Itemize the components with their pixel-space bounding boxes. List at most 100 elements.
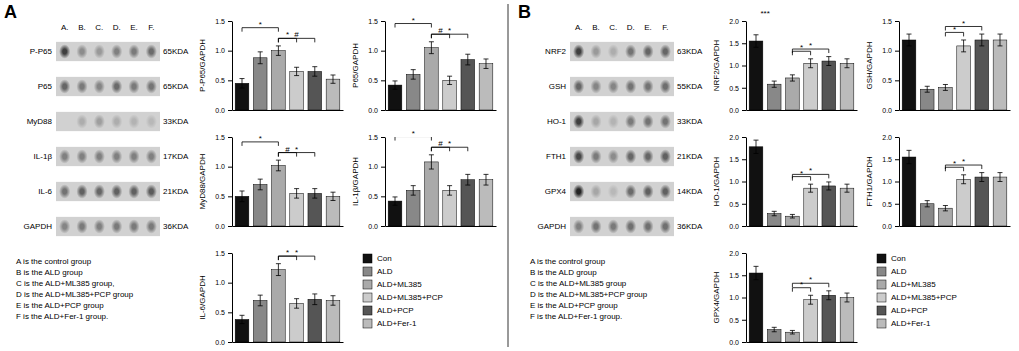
error-bar — [772, 327, 777, 331]
x-axis-line — [386, 226, 497, 227]
protein-label: MyD88 — [27, 117, 53, 126]
legend-swatch — [877, 267, 886, 276]
y-axis: 0.00.51.01.52.0 — [729, 18, 746, 114]
error-bar — [979, 173, 984, 182]
legend-swatch — [363, 254, 372, 263]
x-axis — [900, 110, 1011, 111]
y-tick: 0.5 — [729, 84, 746, 91]
legend-swatch — [877, 306, 886, 315]
bar — [253, 184, 267, 226]
legend-item: ALD+ML385 — [363, 280, 422, 289]
bar — [290, 71, 304, 110]
y-tick: 1.5 — [729, 272, 746, 279]
y-tick-mark — [381, 167, 385, 168]
blot-band — [146, 149, 157, 163]
bar — [461, 180, 475, 226]
protein-label: GAPDH — [24, 222, 53, 231]
bar — [840, 298, 854, 343]
bar — [406, 74, 420, 110]
legend-label: ALD+PCP — [377, 306, 414, 315]
x-axis-line — [233, 110, 344, 111]
y-tick-mark — [228, 283, 232, 284]
y-tick: 0.5 — [215, 77, 232, 84]
y-tick: 0.5 — [215, 309, 232, 316]
y-tick-mark — [381, 80, 385, 81]
y-tick: 1.5 — [215, 134, 232, 141]
bar-chart: *#*0.00.51.01.5IL-1β/GAPDH — [351, 129, 497, 230]
y-tick: 1.0 — [215, 163, 232, 170]
kda-label: 65KDA — [163, 82, 189, 91]
caption-line: F is the ALD+Fer-1 group. — [530, 312, 622, 321]
bar — [993, 177, 1007, 226]
kda-label: 21KDA — [163, 187, 189, 196]
y-tick: 1.0 — [215, 47, 232, 54]
y-tick-mark — [742, 110, 746, 111]
y-tick-label: 1.0 — [215, 163, 225, 170]
x-axis — [233, 110, 344, 111]
protein-label: GSH — [549, 82, 567, 91]
blot-band — [94, 44, 105, 58]
y-tick-mark — [895, 110, 899, 111]
kda-label: 65KDA — [163, 47, 189, 56]
bar — [749, 147, 763, 226]
blot-band — [111, 44, 122, 58]
blot-band — [590, 114, 601, 128]
blot-band — [625, 114, 636, 128]
x-axis — [233, 226, 344, 227]
bar — [957, 46, 971, 110]
caption-line: A is the control group — [530, 257, 606, 266]
blot-band — [76, 184, 87, 198]
panel-title: A — [4, 2, 17, 22]
y-tick-label: 1.5 — [215, 134, 225, 141]
caption-line: C is the ALD+ML385 group — [530, 279, 627, 288]
error-bar — [808, 59, 813, 68]
blot-band — [146, 79, 157, 93]
y-tick: 1.0 — [729, 178, 746, 185]
y-tick: 1.5 — [729, 156, 746, 163]
y-tick-mark — [895, 182, 899, 183]
error-bar — [943, 206, 948, 211]
x-axis — [233, 342, 344, 343]
lane-label: E. — [130, 23, 138, 32]
error-bar — [411, 186, 416, 195]
y-axis-title: MyD88/GAPDH — [198, 153, 207, 209]
kda-label: 36KDA — [677, 222, 703, 231]
y-tick-mark — [228, 312, 232, 313]
plot-area — [902, 26, 1007, 110]
y-tick-label: 0.0 — [368, 223, 378, 230]
y-axis-title: IL-6/GAPDH — [198, 275, 207, 320]
blot-band — [111, 114, 122, 128]
y-axis-title: GPX4/GAPDH — [712, 271, 721, 323]
sig-label: * — [412, 129, 415, 138]
blot-band — [590, 79, 601, 93]
error-bar — [294, 67, 299, 75]
bar-chart: **#0.00.51.01.5P-P65/GAPDH — [198, 18, 344, 114]
error-bar — [276, 46, 281, 55]
error-bar — [393, 81, 398, 89]
blot-band — [128, 114, 139, 128]
bar-chart: *****0.00.51.01.52.0NRF2/GAPDH — [712, 9, 858, 114]
y-tick-label: 2.0 — [729, 250, 739, 257]
y-tick-mark — [381, 110, 385, 111]
bar — [253, 300, 267, 342]
error-bar — [790, 214, 795, 218]
legend-item: ALD+ML385 — [877, 280, 936, 289]
error-bar — [465, 174, 470, 185]
y-tick-mark — [228, 110, 232, 111]
y-tick-label: 0.5 — [215, 193, 225, 200]
bar — [902, 40, 916, 110]
y-tick-label: 1.0 — [368, 163, 378, 170]
y-tick: 0.0 — [215, 107, 232, 114]
error-bar — [258, 295, 263, 306]
y-tick: 0.5 — [215, 193, 232, 200]
y-tick-label: 1.0 — [215, 47, 225, 54]
y-tick-label: 1.0 — [882, 178, 892, 185]
x-axis-line — [747, 110, 858, 111]
plot-area — [388, 137, 493, 226]
y-tick-mark — [742, 182, 746, 183]
bar-chart: **0.00.51.01.52.0HO-1/GAPDH — [712, 134, 858, 230]
error-bar — [790, 75, 795, 81]
y-tick: 0.0 — [368, 223, 385, 230]
bar — [443, 190, 457, 226]
bar — [957, 179, 971, 226]
